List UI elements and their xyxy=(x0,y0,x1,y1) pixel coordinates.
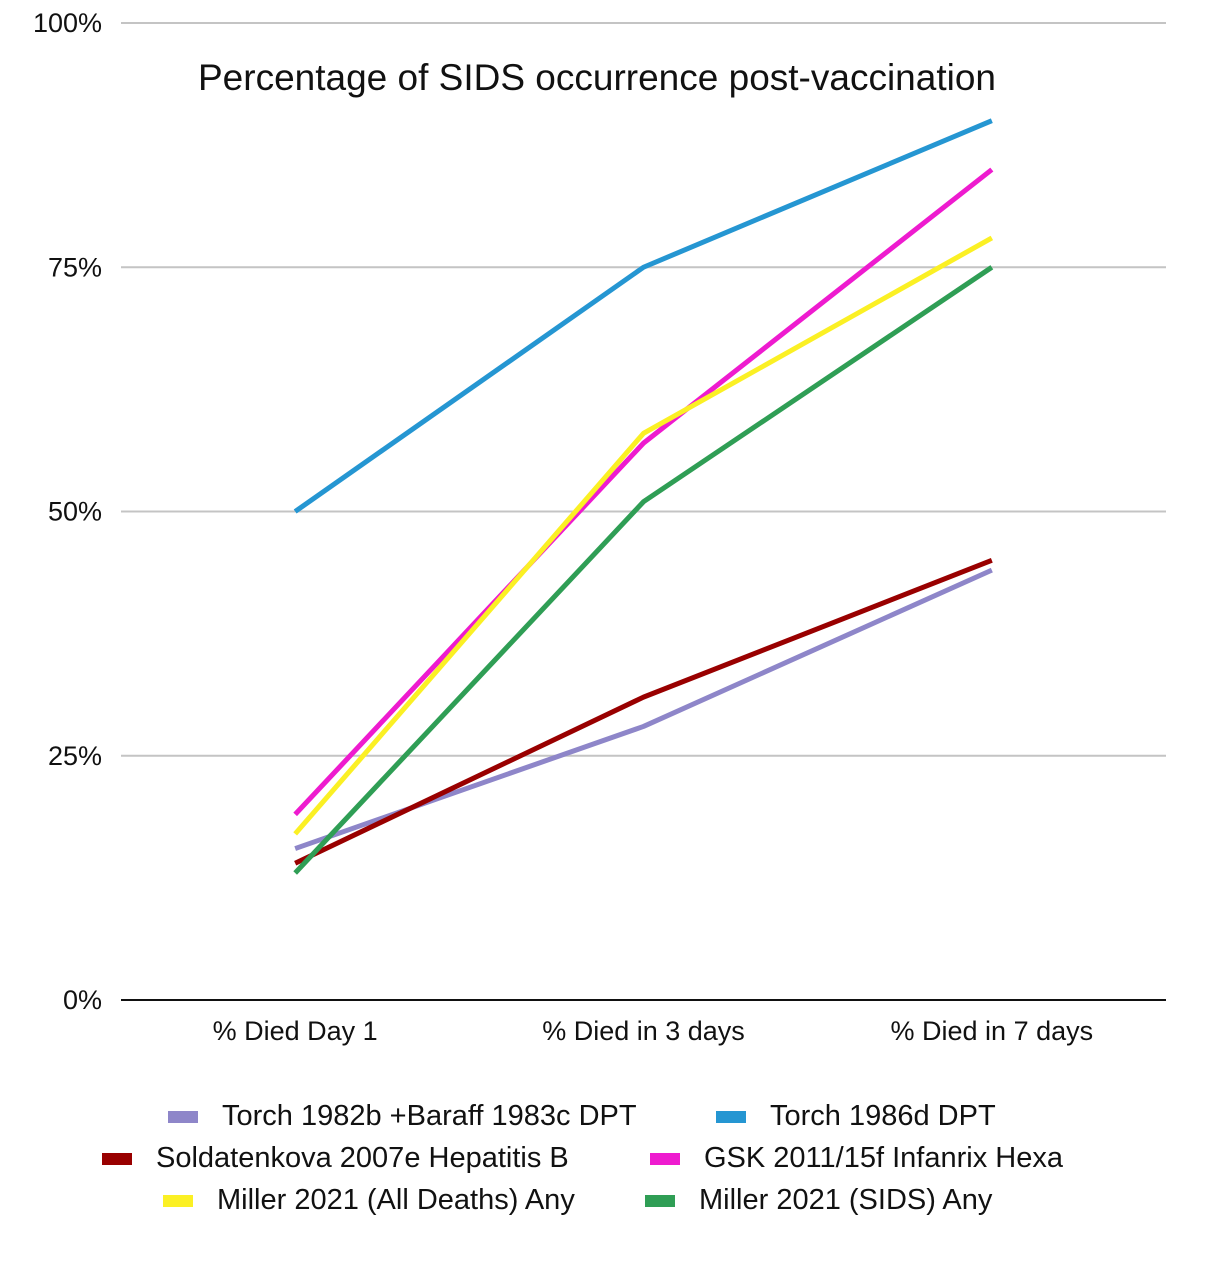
legend-label: Torch 1982b +Baraff 1983c DPT xyxy=(222,1100,637,1132)
x-axis-ticks: % Died Day 1 % Died in 3 days % Died in 7 … xyxy=(213,1016,1094,1046)
series-line xyxy=(293,167,994,817)
y-tick-label: 50% xyxy=(48,497,102,527)
x-tick-label: % Died in 7 days xyxy=(891,1016,1094,1046)
y-tick-label: 100% xyxy=(33,8,102,38)
y-tick-label: 25% xyxy=(48,741,102,771)
legend-swatch xyxy=(716,1110,746,1123)
legend-swatch xyxy=(650,1152,680,1165)
series-lines xyxy=(293,118,994,875)
series-line xyxy=(294,567,993,851)
series-line xyxy=(294,558,993,866)
x-tick-label: % Died Day 1 xyxy=(213,1016,378,1046)
legend-swatch xyxy=(168,1110,198,1123)
legend-label: Miller 2021 (SIDS) Any xyxy=(699,1184,993,1216)
legend-swatch xyxy=(102,1152,132,1165)
legend-item: Torch 1986d DPT xyxy=(716,1100,996,1133)
legend-label: GSK 2011/15f Infanrix Hexa xyxy=(704,1142,1063,1174)
legend-item: Torch 1982b +Baraff 1983c DPT xyxy=(168,1100,637,1133)
legend-item: Miller 2021 (All Deaths) Any xyxy=(163,1184,575,1217)
series-line xyxy=(293,235,994,836)
legend-label: Soldatenkova 2007e Hepatitis B xyxy=(156,1142,569,1174)
legend-swatch xyxy=(645,1194,675,1207)
line-chart: 0% 25% 50% 75% 100% % Died Day 1 % Died in 3 … xyxy=(33,8,1166,1046)
legend-label: Torch 1986d DPT xyxy=(770,1100,996,1132)
series-line xyxy=(293,265,994,875)
legend-swatch xyxy=(163,1194,193,1207)
chart-title: Percentage of SIDS occurrence post-vacci… xyxy=(198,57,996,98)
legend-item: Soldatenkova 2007e Hepatitis B xyxy=(102,1142,569,1175)
x-tick-label: % Died in 3 days xyxy=(542,1016,745,1046)
y-tick-label: 75% xyxy=(48,252,102,282)
legend-label: Miller 2021 (All Deaths) Any xyxy=(217,1184,575,1216)
legend-item: GSK 2011/15f Infanrix Hexa xyxy=(650,1142,1063,1175)
legend-item: Miller 2021 (SIDS) Any xyxy=(645,1184,992,1217)
y-tick-label: 0% xyxy=(63,985,102,1015)
y-axis-ticks: 0% 25% 50% 75% 100% xyxy=(33,8,102,1015)
series-line xyxy=(293,118,993,514)
gridlines xyxy=(121,22,1166,1001)
